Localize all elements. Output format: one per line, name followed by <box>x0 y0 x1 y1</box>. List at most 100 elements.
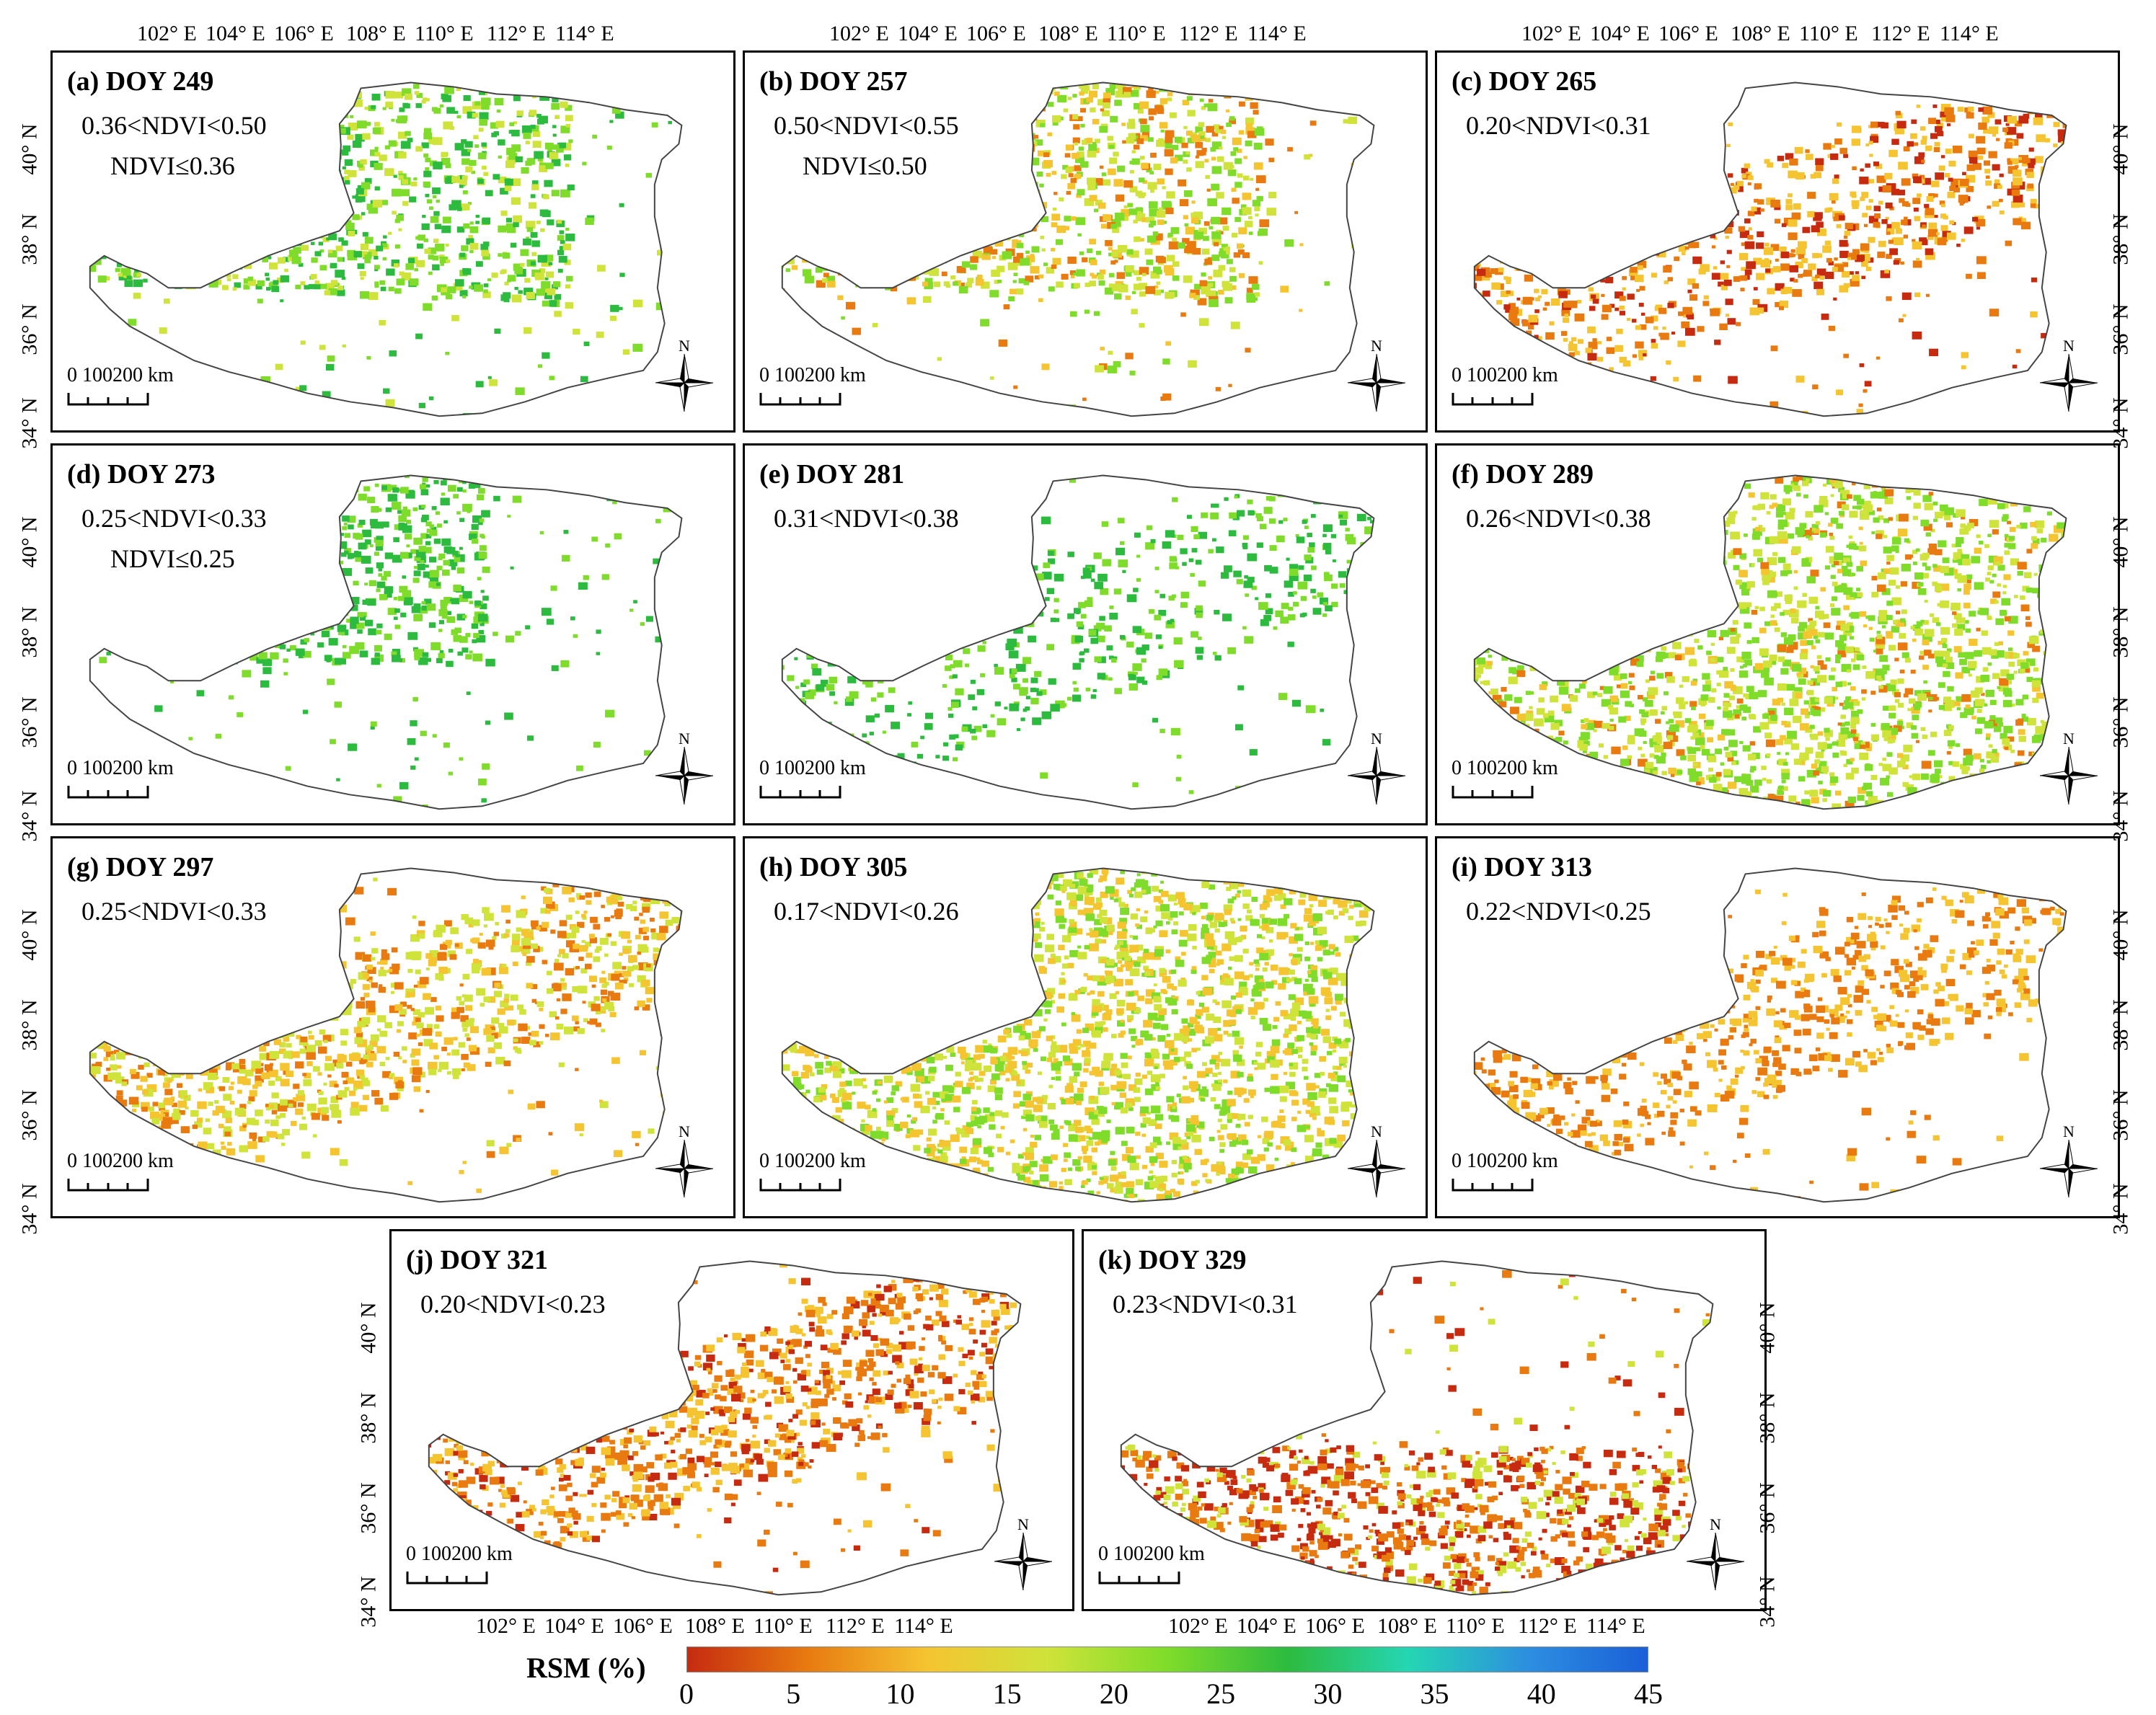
longitude-tick-label: 110° E <box>1107 22 1166 45</box>
longitude-tick-label: 102° E <box>829 22 889 45</box>
ndvi-range-label: 0.20<NDVI<0.31 <box>1466 111 1651 140</box>
latitude-tick-label: 38° N <box>1755 1392 1780 1444</box>
plateau-boundary <box>1120 1260 1714 1596</box>
panel-title: (f) DOY 289 <box>1452 459 1594 489</box>
rsm-map <box>1473 81 2067 417</box>
longitude-tick-label: 112° E <box>1871 22 1930 45</box>
rsm-map <box>89 81 683 417</box>
ndvi-threshold-label: NDVI≤0.50 <box>803 151 927 180</box>
plateau-boundary <box>1473 81 2067 417</box>
scale-bar-label: 0 100200 km <box>67 1150 174 1172</box>
longitude-tick-label: 114° E <box>1940 22 1999 45</box>
longitude-tick-label: 102° E <box>476 1614 536 1638</box>
north-arrow-icon: N <box>2040 1122 2098 1202</box>
plateau-boundary <box>89 81 683 417</box>
latitude-tick-label: 38° N <box>2108 999 2133 1051</box>
panel-title: (j) DOY 321 <box>406 1245 548 1275</box>
rsm-map <box>781 474 1375 810</box>
latitude-tick-label: 36° N <box>356 1482 381 1534</box>
north-arrow-icon: N <box>1348 1122 1405 1202</box>
map-panel: (f) DOY 289 0.26<NDVI<0.38 0 100200 km N <box>1435 443 2120 825</box>
plateau-boundary <box>781 81 1375 417</box>
scale-bar-label: 0 100200 km <box>67 757 174 779</box>
colorbar-tick-label: 45 <box>1634 1678 1663 1710</box>
longitude-tick-label: 114° E <box>894 1614 953 1638</box>
plateau-boundary <box>89 867 683 1203</box>
north-arrow-icon: N <box>1348 337 1405 416</box>
ndvi-range-label: 0.25<NDVI<0.33 <box>81 897 267 926</box>
colorbar-tick-label: 20 <box>1099 1678 1128 1710</box>
north-label: N <box>1017 1515 1029 1533</box>
panel-title: (b) DOY 257 <box>759 66 908 97</box>
longitude-tick-label: 110° E <box>1446 1614 1505 1638</box>
scale-bar: 0 100200 km <box>67 1150 211 1200</box>
colorbar-ramp <box>686 1647 1648 1672</box>
longitude-tick-label: 110° E <box>754 1614 813 1638</box>
longitude-tick-label: 108° E <box>1377 1614 1437 1638</box>
colorbar-tick-label: 30 <box>1313 1678 1343 1710</box>
latitude-tick-label: 38° N <box>2108 213 2133 265</box>
scale-bar: 0 100200 km <box>1452 1150 1596 1200</box>
ndvi-range-label: 0.20<NDVI<0.23 <box>420 1290 606 1319</box>
north-arrow-icon: N <box>1687 1515 1744 1595</box>
latitude-tick-label: 40° N <box>17 516 42 568</box>
rsm-map <box>89 474 683 810</box>
longitude-tick-label: 108° E <box>1038 22 1098 45</box>
plateau-boundary <box>428 1260 1022 1596</box>
map-panel: (i) DOY 313 0.22<NDVI<0.25 0 100200 km N <box>1435 836 2120 1218</box>
longitude-tick-label: 102° E <box>1168 1614 1228 1638</box>
ndvi-range-label: 0.26<NDVI<0.38 <box>1466 504 1651 533</box>
longitude-tick-label: 114° E <box>1247 22 1307 45</box>
plateau-boundary <box>781 867 1375 1203</box>
longitude-tick-label: 102° E <box>1521 22 1581 45</box>
plateau-boundary <box>89 474 683 810</box>
latitude-tick-label: 34° N <box>2108 790 2133 842</box>
longitude-tick-label: 104° E <box>1590 22 1650 45</box>
scale-bar-ruler <box>759 786 841 799</box>
longitude-tick-label: 106° E <box>274 22 334 45</box>
longitude-tick-label: 110° E <box>1799 22 1858 45</box>
scale-bar-label: 0 100200 km <box>759 757 866 779</box>
ndvi-threshold-label: NDVI≤0.25 <box>110 544 235 573</box>
latitude-tick-label: 40° N <box>17 909 42 961</box>
scale-bar-ruler <box>1098 1572 1180 1585</box>
north-arrow-icon: N <box>994 1515 1052 1595</box>
north-arrow-icon: N <box>1348 730 1405 809</box>
map-panel: (e) DOY 281 0.31<NDVI<0.38 0 100200 km N <box>743 443 1428 825</box>
latitude-tick-label: 40° N <box>2108 909 2133 961</box>
longitude-tick-label: 106° E <box>1658 22 1718 45</box>
latitude-tick-label: 40° N <box>17 123 42 175</box>
scale-bar-ruler <box>1452 393 1534 406</box>
north-label: N <box>1371 337 1382 355</box>
scale-bar: 0 100200 km <box>759 1150 904 1200</box>
north-label: N <box>2063 337 2075 355</box>
latitude-tick-label: 34° N <box>17 1183 42 1235</box>
scale-bar-ruler <box>759 1179 841 1192</box>
longitude-tick-label: 106° E <box>613 1614 673 1638</box>
ndvi-range-label: 0.23<NDVI<0.31 <box>1113 1290 1298 1319</box>
north-label: N <box>1371 730 1382 748</box>
scale-bar-ruler <box>67 393 149 406</box>
scale-bar: 0 100200 km <box>67 757 211 807</box>
latitude-tick-label: 36° N <box>17 696 42 748</box>
latitude-tick-label: 36° N <box>2108 1089 2133 1141</box>
longitude-tick-label: 104° E <box>206 22 265 45</box>
colorbar-title: RSM (%) <box>526 1652 646 1684</box>
rsm-map <box>781 81 1375 417</box>
panel-title: (k) DOY 329 <box>1098 1245 1247 1275</box>
scale-bar: 0 100200 km <box>759 364 904 415</box>
latitude-tick-label: 40° N <box>356 1302 381 1354</box>
map-panel: (c) DOY 265 0.20<NDVI<0.31 0 100200 km N <box>1435 50 2120 433</box>
longitude-tick-label: 104° E <box>544 1614 604 1638</box>
rsm-map <box>89 867 683 1203</box>
latitude-tick-label: 34° N <box>2108 1183 2133 1235</box>
north-label: N <box>2063 1122 2075 1140</box>
latitude-tick-label: 40° N <box>2108 516 2133 568</box>
latitude-tick-label: 36° N <box>2108 303 2133 355</box>
colorbar-tick-label: 5 <box>786 1678 801 1710</box>
colorbar-tick-label: 10 <box>885 1678 915 1710</box>
scale-bar: 0 100200 km <box>759 757 904 807</box>
north-label: N <box>2063 730 2075 748</box>
north-arrow-icon: N <box>655 337 713 416</box>
map-panel: (k) DOY 329 0.23<NDVI<0.31 0 100200 km N <box>1082 1229 1767 1611</box>
